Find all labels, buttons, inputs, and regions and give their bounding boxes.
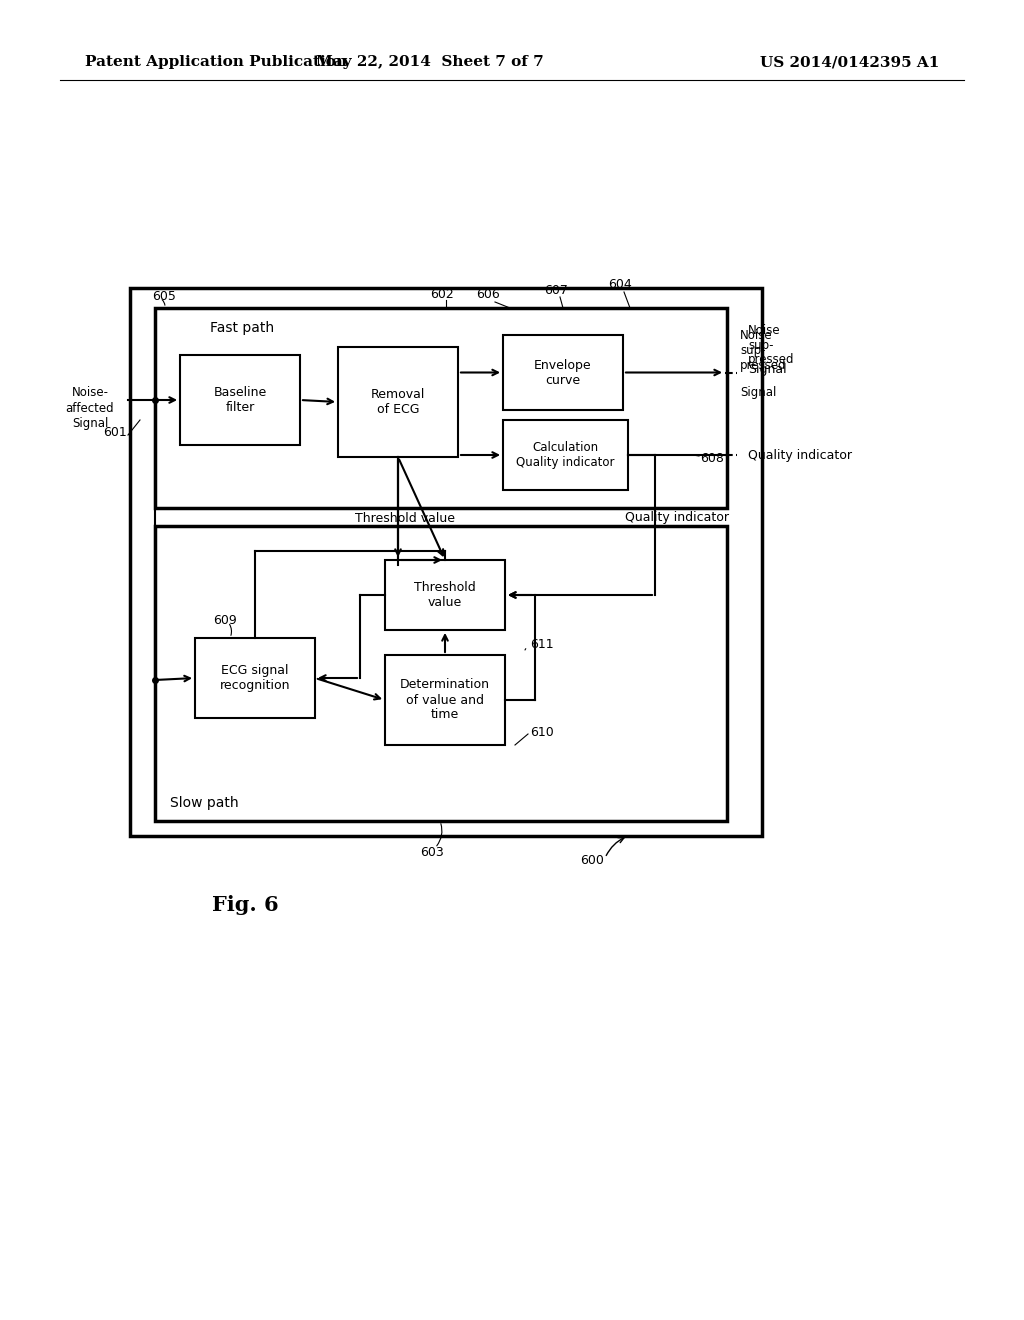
- Text: Noise
sup-
pressed: Noise sup- pressed: [740, 329, 786, 372]
- Text: 602: 602: [430, 289, 454, 301]
- Text: Threshold value: Threshold value: [355, 511, 455, 524]
- Text: Slow path: Slow path: [170, 796, 239, 810]
- Text: Threshold
value: Threshold value: [414, 581, 476, 609]
- Text: Quality indicator: Quality indicator: [748, 449, 852, 462]
- Text: 607: 607: [544, 284, 568, 297]
- Text: 610: 610: [530, 726, 554, 738]
- Text: Fig. 6: Fig. 6: [212, 895, 279, 915]
- Text: Determination
of value and
time: Determination of value and time: [400, 678, 490, 722]
- Bar: [130, 288, 762, 836]
- Text: 606: 606: [476, 289, 500, 301]
- Text: Quality indicator: Quality indicator: [625, 511, 729, 524]
- Text: 604: 604: [608, 279, 632, 292]
- Text: 601: 601: [103, 425, 127, 438]
- Text: ECG signal
recognition: ECG signal recognition: [220, 664, 290, 692]
- Text: 609: 609: [213, 614, 237, 627]
- Text: Baseline
filter: Baseline filter: [213, 385, 266, 414]
- Text: 603: 603: [420, 846, 443, 858]
- Text: 605: 605: [152, 290, 176, 304]
- Text: Calculation
Quality indicator: Calculation Quality indicator: [516, 441, 614, 469]
- Text: Noise
sup-
pressed: Noise sup- pressed: [748, 323, 795, 367]
- Bar: [385, 655, 505, 744]
- Text: May 22, 2014  Sheet 7 of 7: May 22, 2014 Sheet 7 of 7: [316, 55, 544, 69]
- Bar: [385, 560, 505, 630]
- Bar: [180, 355, 300, 445]
- Bar: [155, 308, 727, 508]
- Bar: [338, 347, 458, 457]
- Bar: [155, 525, 727, 821]
- Text: 611: 611: [530, 639, 554, 652]
- Bar: [195, 638, 315, 718]
- Text: Fast path: Fast path: [210, 321, 274, 335]
- Bar: [503, 420, 628, 490]
- Text: 608: 608: [700, 451, 724, 465]
- Text: Patent Application Publication: Patent Application Publication: [85, 55, 347, 69]
- Bar: [503, 335, 623, 411]
- Text: Signal: Signal: [748, 363, 786, 376]
- Text: US 2014/0142395 A1: US 2014/0142395 A1: [760, 55, 939, 69]
- Text: Removal
of ECG: Removal of ECG: [371, 388, 425, 416]
- Text: Signal: Signal: [740, 385, 776, 399]
- Text: Noise-
affected
Signal: Noise- affected Signal: [66, 387, 115, 429]
- Text: 600: 600: [580, 854, 604, 866]
- Text: Envelope
curve: Envelope curve: [535, 359, 592, 387]
